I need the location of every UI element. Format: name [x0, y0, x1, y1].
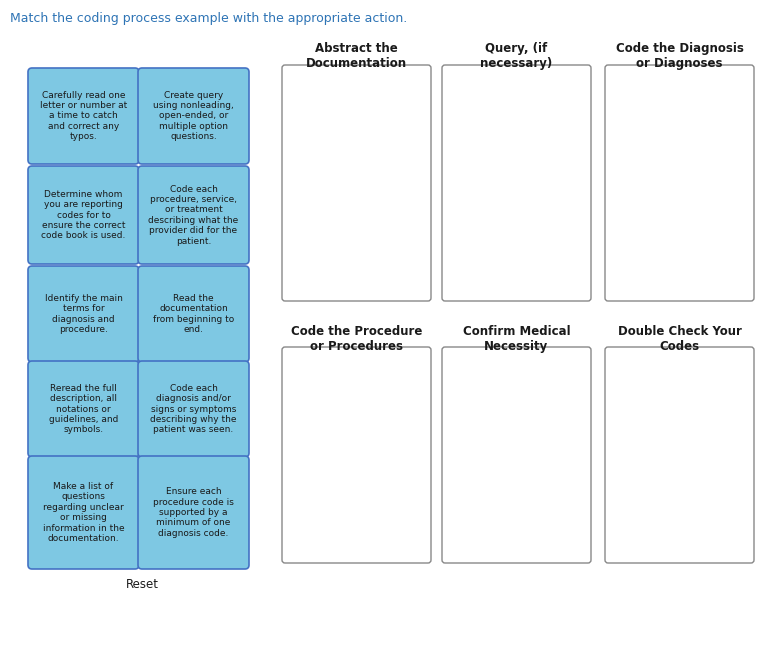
FancyBboxPatch shape [28, 166, 139, 264]
FancyBboxPatch shape [605, 65, 754, 301]
Text: Identify the main
terms for
diagnosis and
procedure.: Identify the main terms for diagnosis an… [44, 294, 122, 334]
Text: Ensure each
procedure code is
supported by a
minimum of one
diagnosis code.: Ensure each procedure code is supported … [153, 487, 234, 538]
FancyBboxPatch shape [28, 456, 139, 569]
FancyBboxPatch shape [138, 266, 249, 362]
FancyBboxPatch shape [442, 65, 591, 301]
FancyBboxPatch shape [28, 68, 139, 164]
Text: Code each
diagnosis and/or
signs or symptoms
describing why the
patient was seen: Code each diagnosis and/or signs or symp… [150, 384, 237, 434]
FancyBboxPatch shape [138, 166, 249, 264]
Text: Confirm Medical
Necessity: Confirm Medical Necessity [463, 325, 570, 353]
Text: Query, (if
necessary): Query, (if necessary) [481, 42, 552, 70]
FancyBboxPatch shape [28, 266, 139, 362]
Text: Create query
using nonleading,
open-ended, or
multiple option
questions.: Create query using nonleading, open-ende… [153, 90, 234, 141]
FancyBboxPatch shape [282, 65, 431, 301]
FancyBboxPatch shape [138, 361, 249, 457]
FancyBboxPatch shape [282, 347, 431, 563]
FancyBboxPatch shape [442, 347, 591, 563]
FancyBboxPatch shape [605, 347, 754, 563]
Text: Read the
documentation
from beginning to
end.: Read the documentation from beginning to… [153, 294, 234, 334]
Text: Determine whom
you are reporting
codes for to
ensure the correct
code book is us: Determine whom you are reporting codes f… [41, 190, 125, 240]
Text: Carefully read one
letter or number at
a time to catch
and correct any
typos.: Carefully read one letter or number at a… [40, 90, 127, 141]
FancyBboxPatch shape [138, 68, 249, 164]
FancyBboxPatch shape [28, 361, 139, 457]
Text: Code each
procedure, service,
or treatment
describing what the
provider did for : Code each procedure, service, or treatme… [148, 185, 238, 246]
Text: Reread the full
description, all
notations or
guidelines, and
symbols.: Reread the full description, all notatio… [49, 384, 118, 434]
Text: Match the coding process example with the appropriate action.: Match the coding process example with th… [10, 12, 407, 25]
Text: Reset: Reset [125, 578, 158, 591]
FancyBboxPatch shape [138, 456, 249, 569]
Text: Code the Diagnosis
or Diagnoses: Code the Diagnosis or Diagnoses [615, 42, 743, 70]
Text: Abstract the
Documentation: Abstract the Documentation [306, 42, 407, 70]
Text: Double Check Your
Codes: Double Check Your Codes [618, 325, 742, 353]
Text: Code the Procedure
or Procedures: Code the Procedure or Procedures [291, 325, 422, 353]
Text: Make a list of
questions
regarding unclear
or missing
information in the
documen: Make a list of questions regarding uncle… [43, 482, 125, 543]
